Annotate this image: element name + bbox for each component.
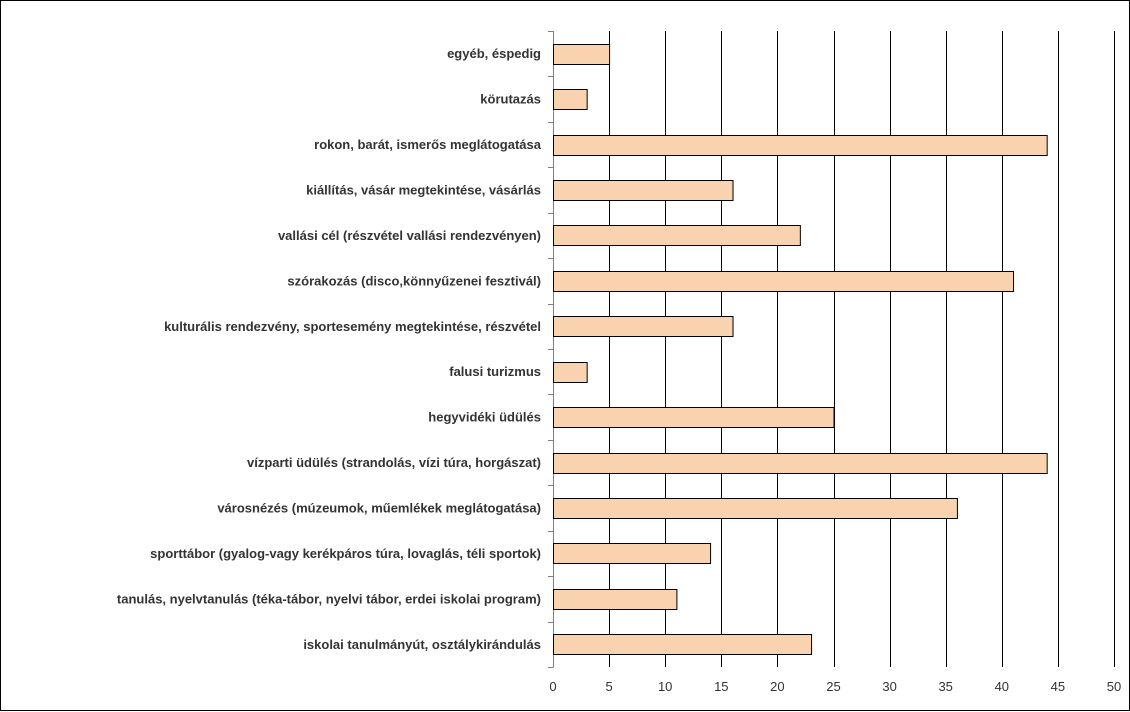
category-label: vallási cél (részvétel vallási rendezvén…: [278, 228, 541, 243]
x-tick-labels: 0 5 10 15 20 25 30 35 40 45 50: [549, 679, 1121, 694]
x-tick-label: 30: [882, 679, 896, 694]
category-label: falusi turizmus: [449, 364, 541, 379]
bar: [553, 634, 813, 655]
category-label: iskolai tanulmányút, osztálykirándulás: [303, 637, 541, 652]
x-tick-label: 45: [1051, 679, 1065, 694]
x-tick-label: 25: [826, 679, 840, 694]
x-tick-label: 35: [938, 679, 952, 694]
y-axis: [548, 31, 554, 668]
category-label: körutazás: [480, 92, 541, 107]
category-label: vízparti üdülés (strandolás, vízi túra, …: [247, 455, 541, 470]
bar: [553, 180, 734, 201]
category-label: hegyvidéki üdülés: [428, 410, 541, 425]
bar: [553, 407, 835, 428]
bar: [553, 225, 801, 246]
bar: [553, 453, 1048, 474]
bar: [553, 498, 958, 519]
bar: [553, 543, 712, 564]
x-tick-label: 0: [549, 679, 556, 694]
category-label: kulturális rendezvény, sportesemény megt…: [164, 319, 541, 334]
bar: [553, 362, 588, 383]
bar: [553, 589, 678, 610]
bar: [553, 89, 588, 110]
x-tick-label: 20: [770, 679, 784, 694]
bar: [553, 271, 1015, 292]
bar: [553, 316, 734, 337]
x-tick-label: 40: [995, 679, 1009, 694]
category-labels: egyéb, éspedig körutazás rokon, barát, ism…: [117, 46, 542, 652]
grid-lines: [609, 31, 1115, 667]
category-label: városnézés (múzeumok, műemlékek meglátog…: [217, 501, 541, 516]
x-tick-label: 5: [605, 679, 612, 694]
category-label: egyéb, éspedig: [447, 46, 541, 61]
category-label: tanulás, nyelvtanulás (téka-tábor, nyelv…: [117, 591, 541, 606]
x-tick-label: 10: [658, 679, 672, 694]
x-tick-label: 50: [1107, 679, 1121, 694]
category-label: kiállítás, vásár megtekintése, vásárlás: [306, 183, 541, 198]
bars: [553, 44, 1048, 655]
category-label: sporttábor (gyalog-vagy kerékpáros túra,…: [150, 546, 541, 561]
category-label: rokon, barát, ismerős meglátogatása: [314, 137, 542, 152]
bar: [553, 44, 611, 65]
category-label: szórakozás (disco,könnyűzenei fesztivál): [287, 273, 541, 288]
bar: [553, 135, 1048, 156]
x-tick-label: 15: [714, 679, 728, 694]
